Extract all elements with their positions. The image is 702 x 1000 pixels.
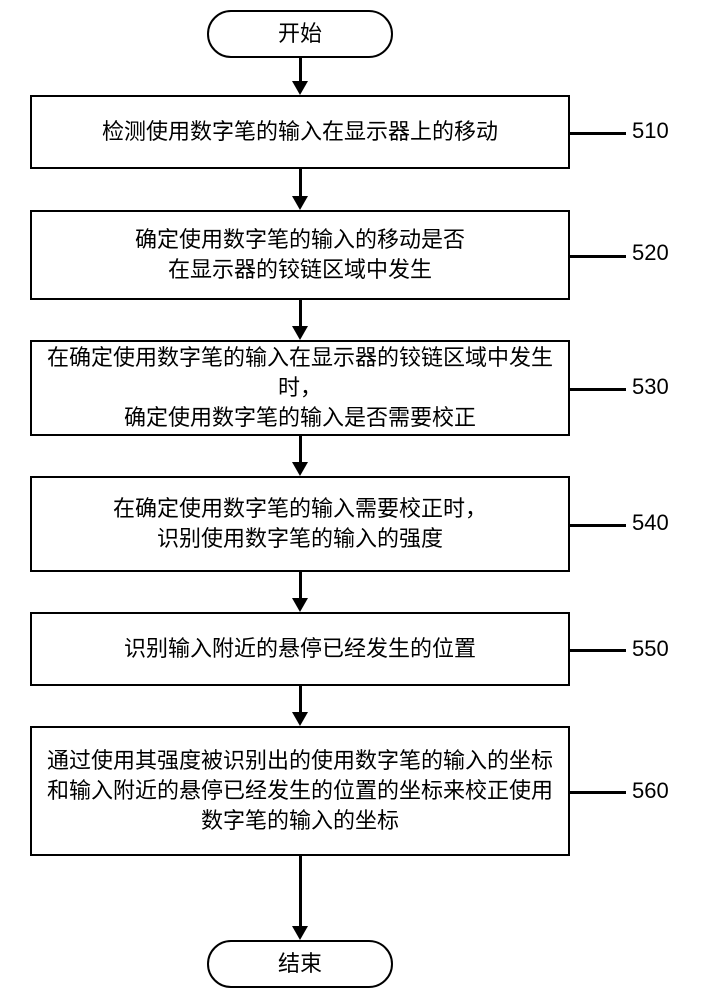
arrow-head-icon xyxy=(292,598,308,612)
process-text: 在确定使用数字笔的输入需要校正时， 识别使用数字笔的输入的强度 xyxy=(113,494,487,553)
arrow-head-icon xyxy=(292,926,308,940)
ref-line xyxy=(570,255,626,258)
process-text: 识别输入附近的悬停已经发生的位置 xyxy=(124,634,476,664)
ref-line xyxy=(570,524,626,527)
arrow-head-icon xyxy=(292,462,308,476)
start-label: 开始 xyxy=(278,19,322,49)
end-label: 结束 xyxy=(278,949,322,979)
ref-line xyxy=(570,388,626,391)
process-step-530: 在确定使用数字笔的输入在显示器的铰链区域中发生时， 确定使用数字笔的输入是否需要… xyxy=(30,340,570,436)
process-text: 通过使用其强度被识别出的使用数字笔的输入的坐标 和输入附近的悬停已经发生的位置的… xyxy=(47,746,553,835)
process-text: 检测使用数字笔的输入在显示器上的移动 xyxy=(102,117,498,147)
arrow-head-icon xyxy=(292,326,308,340)
arrow-shaft xyxy=(299,686,302,714)
process-text: 在确定使用数字笔的输入在显示器的铰链区域中发生时， 确定使用数字笔的输入是否需要… xyxy=(42,343,558,432)
start-terminator: 开始 xyxy=(207,10,393,58)
ref-label-530: 530 xyxy=(632,374,669,400)
arrow-head-icon xyxy=(292,196,308,210)
ref-line xyxy=(570,791,626,794)
process-text: 确定使用数字笔的输入的移动是否 在显示器的铰链区域中发生 xyxy=(135,225,465,284)
ref-line xyxy=(570,132,626,135)
arrow-shaft xyxy=(299,436,302,464)
process-step-520: 确定使用数字笔的输入的移动是否 在显示器的铰链区域中发生 xyxy=(30,210,570,300)
process-step-510: 检测使用数字笔的输入在显示器上的移动 xyxy=(30,95,570,169)
process-step-560: 通过使用其强度被识别出的使用数字笔的输入的坐标 和输入附近的悬停已经发生的位置的… xyxy=(30,726,570,856)
arrow-head-icon xyxy=(292,712,308,726)
arrow-shaft xyxy=(299,58,302,83)
ref-line xyxy=(570,649,626,652)
ref-label-510: 510 xyxy=(632,118,669,144)
ref-label-560: 560 xyxy=(632,778,669,804)
arrow-shaft xyxy=(299,856,302,928)
ref-label-540: 540 xyxy=(632,510,669,536)
end-terminator: 结束 xyxy=(207,940,393,988)
arrow-shaft xyxy=(299,572,302,600)
flowchart-canvas: 开始 检测使用数字笔的输入在显示器上的移动 确定使用数字笔的输入的移动是否 在显… xyxy=(0,0,702,1000)
ref-label-520: 520 xyxy=(632,240,669,266)
arrow-shaft xyxy=(299,300,302,328)
arrow-shaft xyxy=(299,169,302,198)
process-step-550: 识别输入附近的悬停已经发生的位置 xyxy=(30,612,570,686)
ref-label-550: 550 xyxy=(632,636,669,662)
arrow-head-icon xyxy=(292,81,308,95)
process-step-540: 在确定使用数字笔的输入需要校正时， 识别使用数字笔的输入的强度 xyxy=(30,476,570,572)
